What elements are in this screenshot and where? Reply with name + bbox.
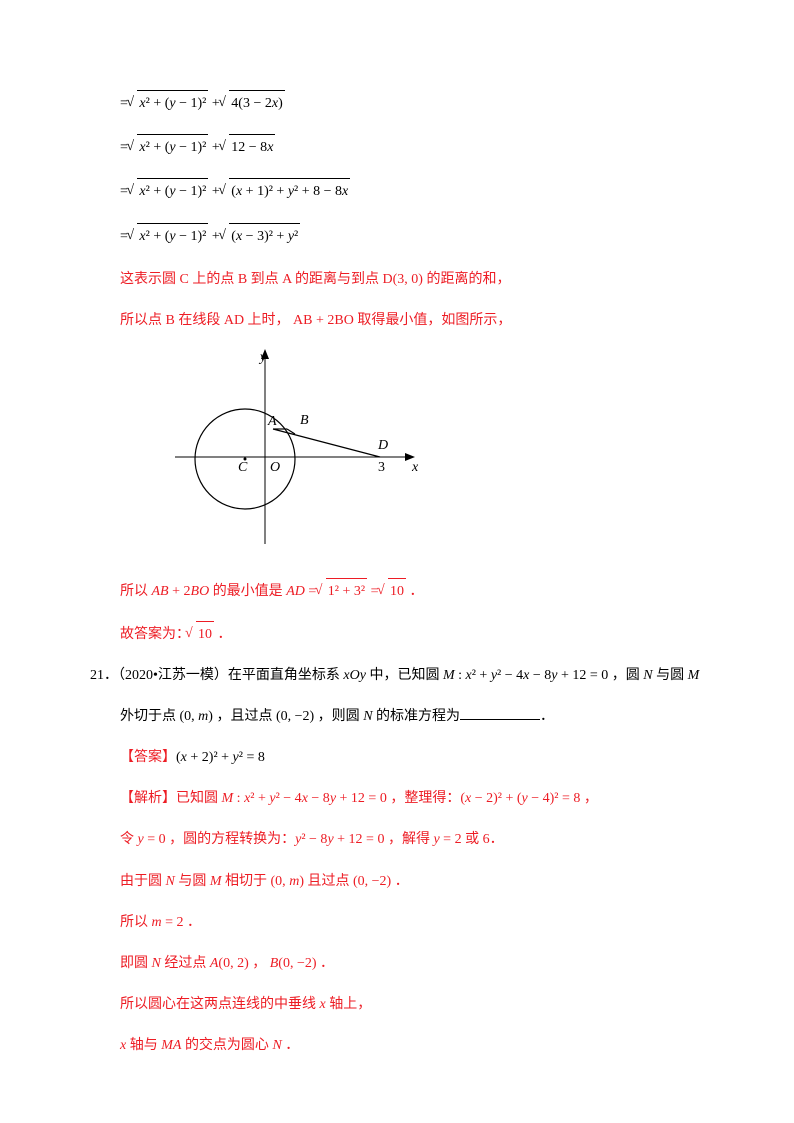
x-axis-label: x xyxy=(411,460,419,475)
question-21: 21．（2020•江苏一模）在平面直角坐标系 xOy 中，已知圆 M : x² … xyxy=(90,663,704,688)
q21-step-5: 即圆 N 经过点 A(0, 2) ， B(0, −2) ． xyxy=(120,951,704,976)
equation-4: = x² + (y − 1)² + (x − 3)² + y² xyxy=(120,223,704,249)
q21-body-2: 外切于点 (0, m) ，且过点 (0, −2) ，则圆 N 的标准方程为． xyxy=(120,704,704,729)
y-axis-label: y xyxy=(258,350,267,365)
point-b-label: B xyxy=(300,413,309,428)
final-answer: 故答案为：10 ． xyxy=(120,621,704,647)
q21-step-4: 所以 m = 2 ． xyxy=(120,910,704,935)
geometry-diagram: y x C O A B D 3 xyxy=(160,349,704,558)
q21-step-3: 由于圆 N 与圆 M 相切于 (0, m) 且过点 (0, −2) ． xyxy=(120,869,704,894)
conclusion-1: 所以 AB + 2BO 的最小值是 AD = 1² + 3² = 10 ． xyxy=(120,578,704,604)
center-c-label: C xyxy=(238,460,248,475)
point-d-label: D xyxy=(377,438,388,453)
equation-1: = x² + (y − 1)² + 4(3 − 2x) xyxy=(120,90,704,116)
equation-2: = x² + (y − 1)² + 12 − 8x xyxy=(120,134,704,160)
origin-label: O xyxy=(270,460,280,475)
point-a-label: A xyxy=(267,414,277,429)
explain-text-2: 所以点 B 在线段 AD 上时， AB + 2BO 取得最小值，如图所示， xyxy=(120,308,704,333)
equation-3: = x² + (y − 1)² + (x + 1)² + y² + 8 − 8x xyxy=(120,178,704,204)
q21-step-6: 所以圆心在这两点连线的中垂线 x 轴上， xyxy=(120,992,704,1017)
q21-step-7: x 轴与 MA 的交点为圆心 N ． xyxy=(120,1033,704,1058)
three-label: 3 xyxy=(378,460,385,475)
q21-answer-line: 【答案】(x + 2)² + y² = 8 xyxy=(120,745,704,770)
explain-text-1: 这表示圆 C 上的点 B 到点 A 的距离与到点 D(3, 0) 的距离的和， xyxy=(120,267,704,292)
answer-blank xyxy=(460,706,540,720)
q21-step-2: 令 y = 0 ，圆的方程转换为：y² − 8y + 12 = 0 ，解得 y … xyxy=(120,827,704,852)
q21-analysis-1: 【解析】已知圆 M : x² + y² − 4x − 8y + 12 = 0 ，… xyxy=(120,786,704,811)
q21-body-1: 在平面直角坐标系 xOy 中，已知圆 M : x² + y² − 4x − 8y… xyxy=(228,668,699,683)
